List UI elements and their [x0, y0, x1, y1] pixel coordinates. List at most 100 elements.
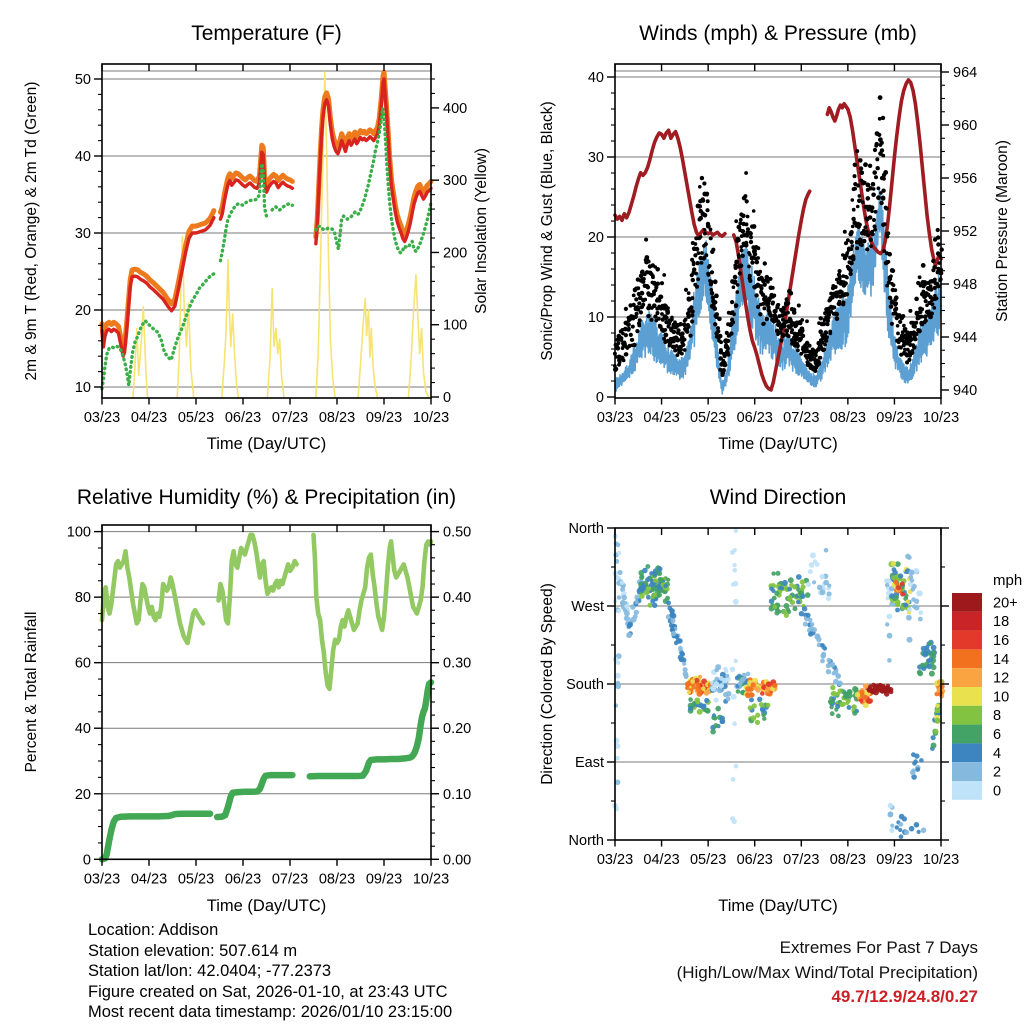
wind-dir-dot: [807, 569, 813, 575]
wind-dir-dot: [769, 586, 774, 592]
colorbar-label: 4: [993, 746, 1001, 762]
wind-dir-dot: [816, 584, 823, 591]
extremes-subtitle: (High/Low/Max Wind/Total Precipitation): [676, 962, 978, 982]
wind-dir-dot: [885, 622, 890, 627]
wind-dir-dot: [810, 622, 815, 627]
wind-dir-dot: [786, 609, 792, 614]
gust-dot: [702, 228, 707, 232]
gust-dot: [643, 297, 648, 302]
gust-dot: [932, 285, 937, 290]
wind-dir-dot: [872, 683, 878, 689]
x-tick-label: 10/23: [413, 410, 449, 426]
gust-dot: [621, 358, 626, 363]
gust-dot: [867, 163, 873, 168]
wind-dir-dot: [821, 651, 826, 657]
colorbar-cell: [952, 630, 982, 650]
wind-dir-dot: [902, 602, 908, 608]
wind-dir-dot: [908, 825, 915, 832]
gust-dot: [703, 242, 708, 247]
y-tick-label-left: 100: [67, 525, 91, 541]
gust-dot: [714, 312, 719, 317]
gust-dot: [683, 317, 688, 322]
gust-dot: [699, 261, 704, 265]
wind-dir-dot: [679, 650, 684, 656]
wind-dir-dot: [622, 608, 628, 613]
wind-dir-dot: [730, 816, 736, 822]
gust-dot: [889, 274, 893, 279]
wind-dir-dot: [859, 698, 864, 703]
gust-dot: [786, 334, 791, 339]
x-tick-label: 04/23: [643, 410, 679, 426]
gust-dot: [707, 264, 712, 268]
gust-dot: [922, 280, 927, 285]
x-tick-label: 04/23: [131, 410, 167, 426]
gust-dot: [748, 239, 754, 245]
wind-dir-dot: [616, 608, 622, 614]
gust-dot: [637, 323, 642, 328]
gust-dot: [762, 306, 767, 311]
extremes-values: 49.7/12.9/24.8/0.27: [831, 987, 978, 1007]
y-tick-label-left: 40: [75, 149, 91, 165]
wind-dir-dot: [678, 657, 685, 663]
gust-dot: [909, 337, 914, 342]
wind-dir-dot: [886, 613, 893, 620]
wind-dir-dot: [886, 632, 893, 639]
gust-dot: [745, 214, 750, 219]
gust-dot: [744, 222, 749, 227]
wind-dir-dot: [836, 713, 841, 719]
gust-dot: [864, 229, 869, 234]
wind-dir-dot: [911, 752, 916, 758]
colorbar-title: mph: [993, 572, 1022, 589]
gust-dot: [634, 311, 639, 316]
wind-dir-dot: [762, 716, 767, 721]
gust-dot: [626, 327, 631, 332]
x-tick-label: 05/23: [690, 852, 726, 868]
wind-dir-dot: [745, 692, 750, 697]
gust-dot: [726, 338, 731, 343]
gust-dot: [790, 328, 795, 332]
gust-dot: [752, 252, 758, 257]
x-tick-label: 03/23: [84, 871, 120, 887]
wind-dir-dot: [787, 586, 793, 592]
gust-dot: [703, 231, 707, 236]
wind-dir-dot: [887, 802, 894, 809]
wind-dir-dot: [622, 591, 627, 596]
wind-dir-dot: [901, 816, 907, 822]
wind-dir-dot: [725, 696, 731, 702]
wind-dir-dot: [823, 548, 829, 553]
gust-dot: [735, 290, 740, 294]
wind-dir-dot: [642, 567, 648, 574]
gust-dot: [875, 157, 880, 162]
x-axis-label: Time (Day/UTC): [207, 897, 326, 915]
gust-dot: [751, 224, 757, 229]
gust-dot: [818, 329, 823, 335]
gust-dot: [620, 346, 625, 351]
gust-dot: [770, 302, 775, 306]
wind-dir-dot: [904, 829, 910, 836]
wind-dir-dot: [930, 664, 937, 671]
gust-dot: [623, 326, 628, 332]
axes-wind-direction: 03/23 04/23 05/23 06/23 07/23 08/23 09/23 10/23…: [539, 486, 959, 915]
gust-dot: [735, 236, 741, 242]
wind-dir-dot: [812, 580, 817, 585]
gust-dot: [638, 273, 644, 279]
gust-dot: [928, 314, 933, 320]
gust-dot: [698, 185, 702, 189]
gust-dot: [705, 199, 710, 204]
colorbar-label: 2: [993, 765, 1001, 781]
wind-dir-dot: [677, 638, 683, 644]
wind-dir-dot: [837, 680, 843, 687]
gust-dot: [624, 352, 629, 357]
wind-dir-dot: [895, 607, 900, 613]
colorbar-label: 10: [993, 689, 1009, 705]
gust-dot: [887, 251, 892, 257]
gust-dot: [874, 175, 878, 180]
gust-dot: [930, 302, 935, 307]
gust-dot: [893, 288, 898, 293]
wind-dir-dot: [730, 777, 736, 782]
gust-dot: [910, 349, 915, 353]
y-axis-label-left: Direction (Colored By Speed): [539, 583, 556, 785]
gust-dot: [902, 323, 906, 328]
wind-dir-dot: [713, 697, 719, 703]
y-tick-label-left: 40: [75, 721, 91, 737]
